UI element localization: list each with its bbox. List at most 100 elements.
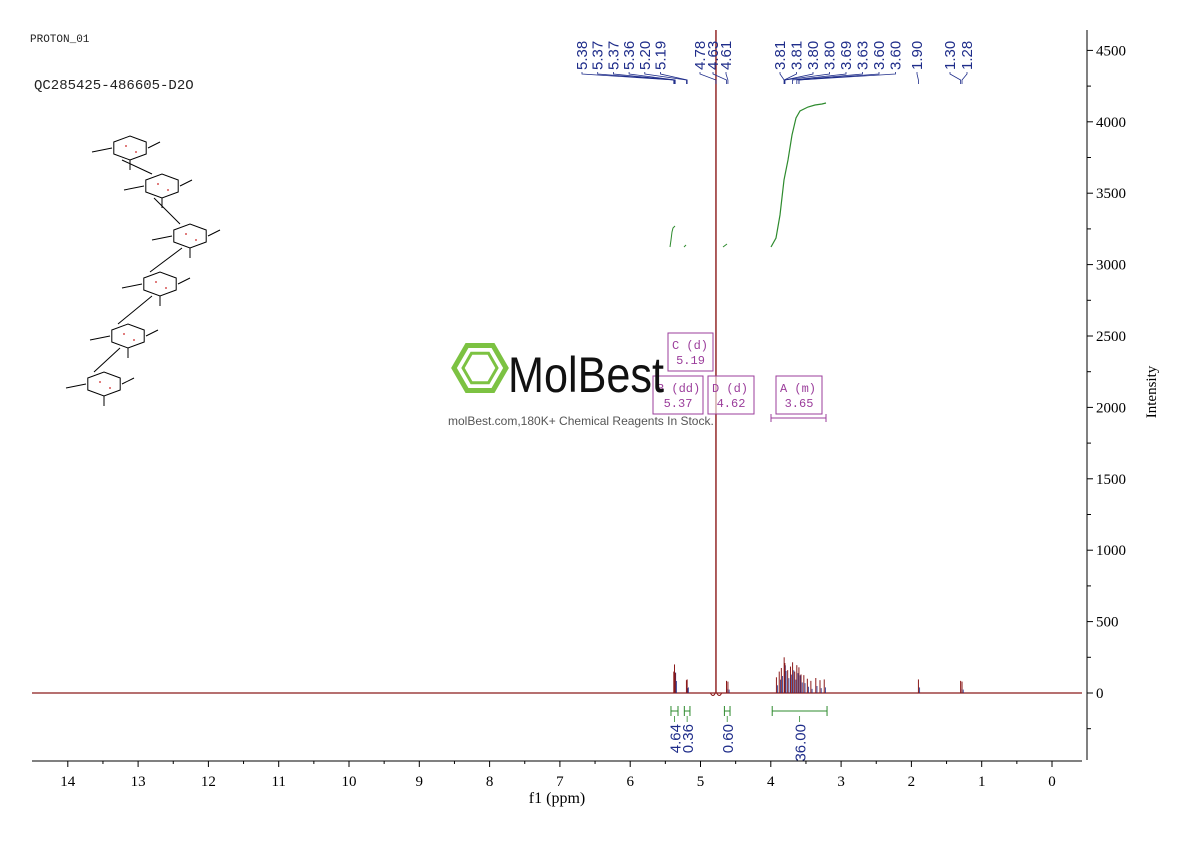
y-tick-group: 0 500 1000 1500 2000 2500 3000 3500 4000 4500 — [1087, 43, 1126, 730]
peak-shift-label: 3.63 — [855, 41, 872, 70]
atom-number-mark — [109, 387, 111, 389]
integral-curve — [683, 244, 687, 248]
peak-label-leader — [949, 72, 962, 84]
side-bond — [177, 277, 191, 285]
brand-name: MolBest — [508, 347, 664, 403]
side-bond — [89, 335, 111, 341]
x-tick-group: 14 13 12 11 10 9 8 7 6 5 4 3 2 1 0 — [60, 761, 1056, 790]
side-bond — [151, 235, 173, 241]
side-bond — [121, 283, 143, 289]
x-tick-label: 2 — [908, 774, 916, 790]
side-bond — [207, 229, 221, 237]
peak-shift-label: 3.81 — [772, 41, 789, 70]
peak-shift-label: 5.38 — [574, 41, 591, 70]
side-bond — [123, 185, 145, 191]
peak-label-leader — [644, 72, 687, 84]
peak-shift-label: 4.63 — [705, 41, 722, 70]
y-tick-label: 3000 — [1096, 258, 1126, 274]
side-bond — [147, 141, 161, 149]
sugar-ring — [87, 371, 121, 397]
peak-label-leader — [798, 72, 896, 84]
oligosaccharide-structure-image — [65, 135, 221, 406]
y-tick-label: 4000 — [1096, 115, 1126, 131]
peak-label-leader — [796, 72, 863, 84]
integral-value: 0.60 — [720, 724, 737, 753]
peak-shift-label: 3.60 — [888, 41, 905, 70]
multiplet-shift: 5.19 — [676, 354, 705, 368]
atom-number-mark — [167, 189, 169, 191]
multiplet-shift: 3.65 — [785, 397, 814, 411]
y-tick-label: 500 — [1096, 615, 1119, 631]
y-tick-label: 0 — [1096, 686, 1104, 702]
multiplet-box — [652, 375, 704, 415]
sugar-ring — [111, 323, 145, 349]
multiplet-shift: 4.62 — [717, 397, 746, 411]
peak-shift-label: 1.30 — [942, 41, 959, 70]
glycosidic-bond — [121, 159, 153, 175]
peak-label-leader — [783, 72, 797, 84]
peak-shift-label: 5.37 — [590, 41, 607, 70]
peak-shift-label: 4.61 — [718, 41, 735, 70]
peak-label-leader — [916, 72, 919, 84]
peak-label-leader — [779, 72, 785, 84]
multiplet-box — [667, 332, 714, 372]
multiplet-label: B (dd) — [657, 382, 700, 396]
integral-curves — [669, 102, 827, 248]
glycosidic-bond — [93, 347, 121, 373]
integral-curve — [770, 102, 827, 248]
peak-label-leader — [597, 72, 675, 84]
atom-number-mark — [125, 145, 127, 147]
peak-label-leader — [725, 72, 729, 84]
multiplet-label: C (d) — [672, 339, 708, 353]
sugar-ring — [113, 135, 147, 161]
atom-number-mark — [133, 339, 135, 341]
peak-label-leader — [660, 72, 688, 84]
side-bond — [179, 179, 193, 187]
x-tick-label: 7 — [556, 774, 564, 790]
peak-shift-label: 1.28 — [959, 41, 976, 70]
axes: 14 13 12 11 10 9 8 7 6 5 4 3 2 1 0 0500100015002000250… — [32, 30, 1160, 807]
multiplet-annotations: C (d)5.19 B (dd)5.37 D (d)4.62 A (m)3.65 — [652, 332, 827, 422]
integral-bar — [670, 706, 679, 716]
sugar-ring — [173, 223, 207, 249]
peak-shift-label: 3.60 — [871, 41, 888, 70]
integral-value: 4.64 — [667, 724, 684, 753]
peak-shift-label: 4.78 — [692, 41, 709, 70]
y-tick-label: 2000 — [1096, 400, 1126, 416]
y-tick-label: 1500 — [1096, 472, 1126, 488]
peak-label-leader — [961, 72, 968, 84]
peak-shift-label: 3.69 — [838, 41, 855, 70]
integral-value: 0.36 — [680, 724, 697, 753]
peak-shift-label: 1.90 — [909, 41, 926, 70]
peak-shift-label: 3.80 — [805, 41, 822, 70]
x-tick-label: 12 — [201, 774, 216, 790]
sugar-ring — [145, 173, 179, 199]
multiplet-label: A (m) — [780, 382, 816, 396]
x-tick-label: 4 — [767, 774, 775, 790]
peak-shift-label: 5.36 — [621, 41, 638, 70]
sugar-ring — [143, 271, 177, 297]
x-tick-label: 1 — [978, 774, 986, 790]
x-tick-label: 5 — [697, 774, 705, 790]
peak-label-leader — [581, 72, 675, 84]
peak-label-leader — [613, 72, 675, 84]
glycosidic-bond — [117, 295, 153, 325]
sample-id-label: QC285425-486605-D2O — [34, 78, 194, 94]
multiplet-box — [707, 375, 755, 415]
peak-shift-label: 3.81 — [789, 41, 806, 70]
brand-tagline: molBest.com,180K+ Chemical Reagents In S… — [448, 414, 714, 428]
atom-number-mark — [195, 239, 197, 241]
x-tick-label: 14 — [60, 774, 76, 790]
multiplet-box — [775, 375, 823, 415]
x-tick-label: 0 — [1048, 774, 1056, 790]
solvent-peak-base — [709, 692, 723, 696]
integral-bar — [771, 706, 828, 716]
peak-label-leader — [699, 72, 717, 84]
y-tick-label: 4500 — [1096, 43, 1126, 59]
atom-number-mark — [185, 233, 187, 235]
integral-value: 36.00 — [793, 724, 810, 762]
integral-bar — [683, 706, 691, 716]
y-tick-label: 2500 — [1096, 329, 1126, 345]
atom-number-mark — [165, 287, 167, 289]
